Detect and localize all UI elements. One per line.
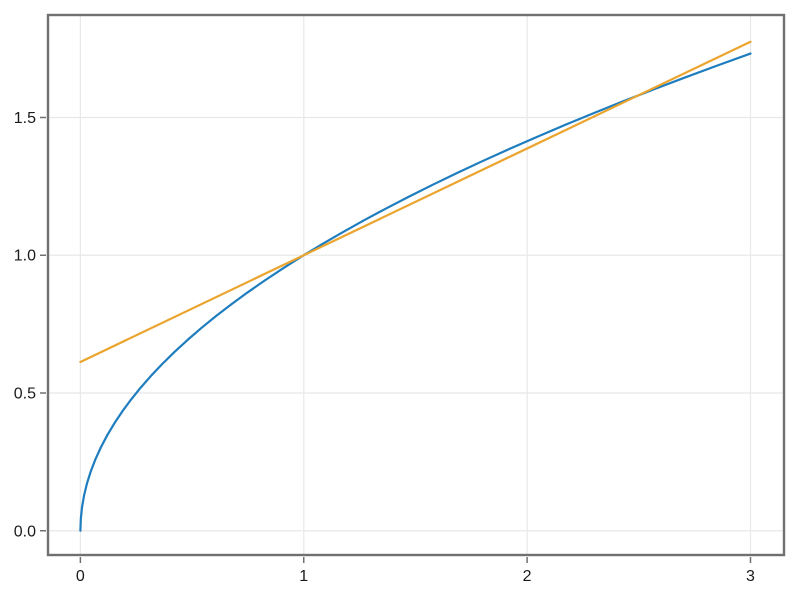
x-tick-label: 3	[746, 568, 755, 585]
series-sqrt-curve	[79, 52, 752, 532]
y-axis-tick-labels: 0.0 0.5 1.0 1.5	[14, 110, 36, 540]
x-tick-label: 2	[523, 568, 532, 585]
y-tick-label: 0.5	[14, 386, 36, 403]
y-tick-label: 1.0	[14, 248, 36, 265]
series-secant-line	[79, 40, 752, 364]
x-tick-label: 1	[299, 568, 308, 585]
y-tick-label: 0.0	[14, 523, 36, 540]
plot-frame	[46, 13, 786, 557]
axis-ticks	[40, 116, 752, 563]
y-tick-label: 1.5	[14, 110, 36, 127]
gridlines	[48, 15, 784, 555]
x-tick-label: 0	[76, 568, 85, 585]
x-axis-tick-labels: 0 1 2 3	[76, 568, 755, 585]
data-series	[79, 40, 752, 532]
